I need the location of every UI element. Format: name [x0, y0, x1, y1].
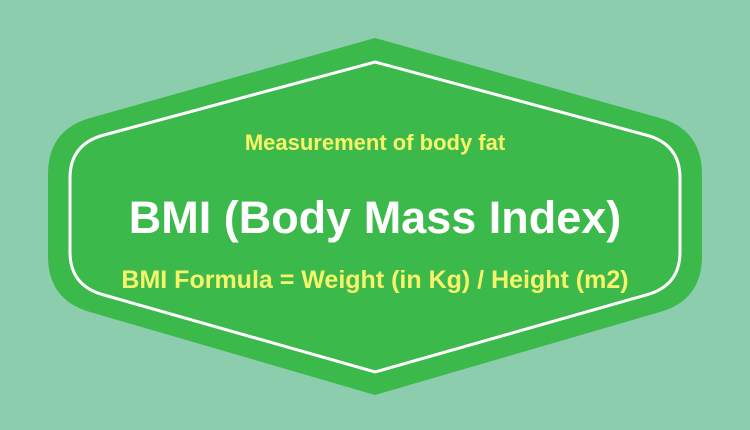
badge-subtitle: Measurement of body fat: [244, 130, 506, 155]
badge-outer-shape: [48, 38, 702, 395]
bmi-formula: BMI Formula = Weight (in Kg) / Height (m…: [121, 266, 629, 294]
badge-inner-border: [68, 60, 682, 374]
badge-title: BMI (Body Mass Index): [128, 192, 622, 243]
